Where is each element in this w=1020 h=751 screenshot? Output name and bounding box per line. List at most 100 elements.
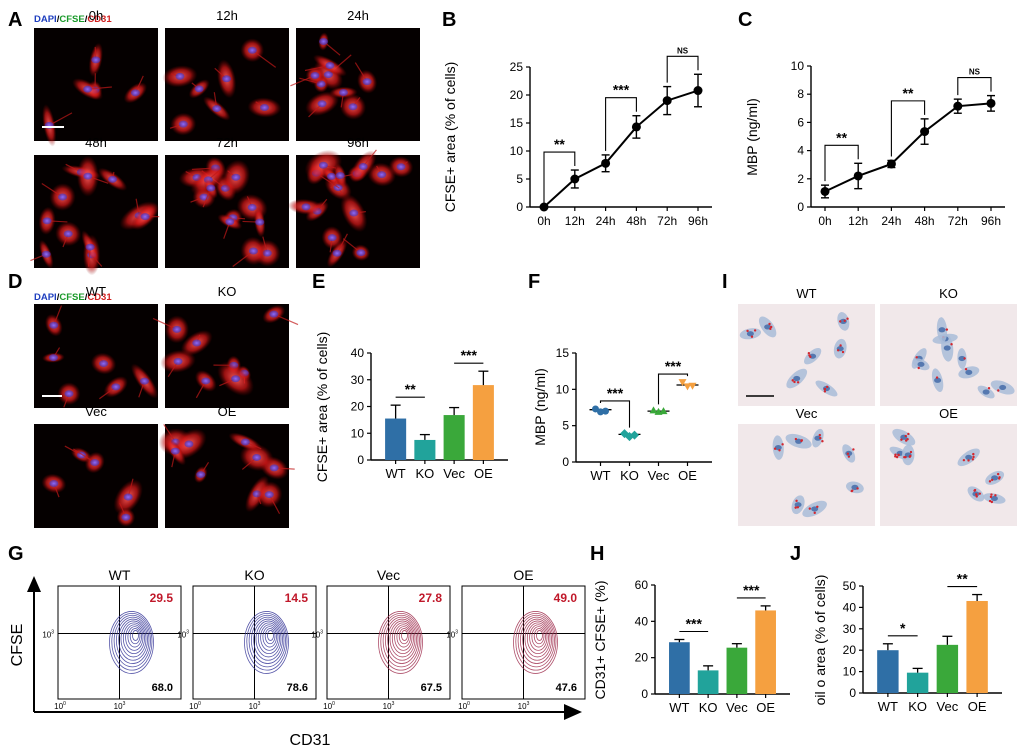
upper-right-percent: 29.5 <box>150 591 174 605</box>
y-tick-label: 20 <box>635 651 649 665</box>
contour-line <box>244 611 289 674</box>
y-tick-label: 30 <box>351 373 365 387</box>
significance-label: *** <box>665 358 682 374</box>
lipid-droplet <box>904 434 907 438</box>
lipid-droplet <box>905 439 908 442</box>
contour-line <box>378 611 423 674</box>
cell-process <box>152 317 178 330</box>
lipid-droplet <box>950 343 953 346</box>
stained-nucleus <box>990 495 998 502</box>
data-point <box>678 379 687 387</box>
contour-line <box>118 618 148 661</box>
x-tick-label: OE <box>968 699 987 714</box>
micrograph-wt: WT <box>34 284 159 408</box>
bar-vec <box>443 415 465 460</box>
contour-line <box>267 630 274 641</box>
nucleus <box>332 249 342 257</box>
nucleus <box>317 100 327 108</box>
lipid-droplet <box>851 489 854 492</box>
significance-label: ** <box>405 381 416 397</box>
panel-letter-f: F <box>528 271 540 293</box>
significance-label: *** <box>743 582 760 598</box>
data-point <box>688 382 697 390</box>
y-tick-label: 20 <box>843 643 857 657</box>
contour-line <box>132 630 139 641</box>
significance-bracket <box>657 373 689 405</box>
cell-process <box>232 250 254 267</box>
y-tick-label: 103 <box>446 629 458 639</box>
stained-nucleus <box>746 331 754 337</box>
contour-line <box>255 620 282 658</box>
nucleus <box>170 447 180 455</box>
nucleus <box>175 72 185 80</box>
nucleus <box>108 175 118 183</box>
contour-line <box>396 626 411 648</box>
contour-line <box>389 620 416 658</box>
panel-letter-i: I <box>722 271 728 293</box>
contour-line <box>529 624 548 651</box>
nucleus <box>91 56 101 64</box>
lipid-droplet <box>818 433 821 437</box>
nucleus <box>338 88 348 96</box>
contour-line <box>513 611 558 674</box>
contour-line <box>520 616 554 664</box>
lipid-droplet <box>809 355 812 359</box>
stained-nucleus <box>982 389 990 395</box>
lipid-droplet <box>807 351 811 355</box>
significance-label: *** <box>607 385 624 401</box>
lipid-droplet <box>967 459 970 462</box>
nucleus <box>356 249 366 257</box>
nucleus <box>196 471 206 479</box>
stained-nucleus <box>814 435 822 441</box>
data-point <box>693 86 703 96</box>
cell-process <box>251 49 277 68</box>
data-point <box>631 122 641 132</box>
significance-label: NS <box>969 68 981 77</box>
x-tick-label: Vec <box>443 466 465 481</box>
bar-oe <box>966 600 988 693</box>
x-tick-label: 103 <box>114 701 126 711</box>
y-axis-label: MBP (ng/ml) <box>532 368 548 446</box>
stained-nucleus <box>795 438 803 444</box>
nucleus <box>231 173 241 181</box>
lipid-droplet <box>781 443 784 446</box>
x-tick-label: Vec <box>648 468 670 483</box>
y-tick-label: 103 <box>311 629 323 639</box>
y-axis-label: CFSE+ area (% of cells) <box>442 62 458 213</box>
stained-nucleus <box>794 502 802 508</box>
x-tick-label: KO <box>699 700 718 715</box>
lipid-droplet <box>972 452 975 456</box>
data-point <box>662 96 672 106</box>
lipid-droplet <box>975 493 978 496</box>
significance-bracket <box>543 151 576 203</box>
contour-line <box>129 628 141 645</box>
contour-line <box>115 616 150 664</box>
bar-vec <box>936 644 959 693</box>
lipid-droplet <box>990 493 993 496</box>
significance-label: *** <box>686 616 703 632</box>
lower-right-percent: 47.6 <box>556 682 577 694</box>
x-tick-label: 100 <box>323 701 335 711</box>
stained-nucleus <box>811 506 819 512</box>
oil-red-o-oe: OE <box>880 406 1017 526</box>
lipid-droplet <box>795 499 798 503</box>
nucleus <box>240 438 250 446</box>
stained-nucleus <box>999 384 1007 391</box>
nucleus <box>362 78 372 86</box>
flow-plot-wt: WT 29.5 68.0 103 100 103 <box>42 567 182 711</box>
y-tick-label: 20 <box>510 88 524 102</box>
nucleus <box>358 163 368 171</box>
y-tick-label: 103 <box>177 629 189 639</box>
lipid-droplet <box>847 455 851 458</box>
contour-line <box>125 624 144 651</box>
oil-red-o-ko: KO <box>880 286 1017 406</box>
x-tick-label: 103 <box>383 701 395 711</box>
x-tick-label: 72h <box>948 214 968 228</box>
y-axis-label: MBP (ng/ml) <box>744 98 760 176</box>
nucleus <box>201 377 211 385</box>
data-point <box>953 101 963 111</box>
flow-plot-vec: Vec 27.8 67.5 103 100 103 <box>311 567 451 711</box>
cd31-axis-arrow <box>564 704 582 720</box>
data-point <box>853 171 863 181</box>
significance-label: ** <box>554 136 565 152</box>
